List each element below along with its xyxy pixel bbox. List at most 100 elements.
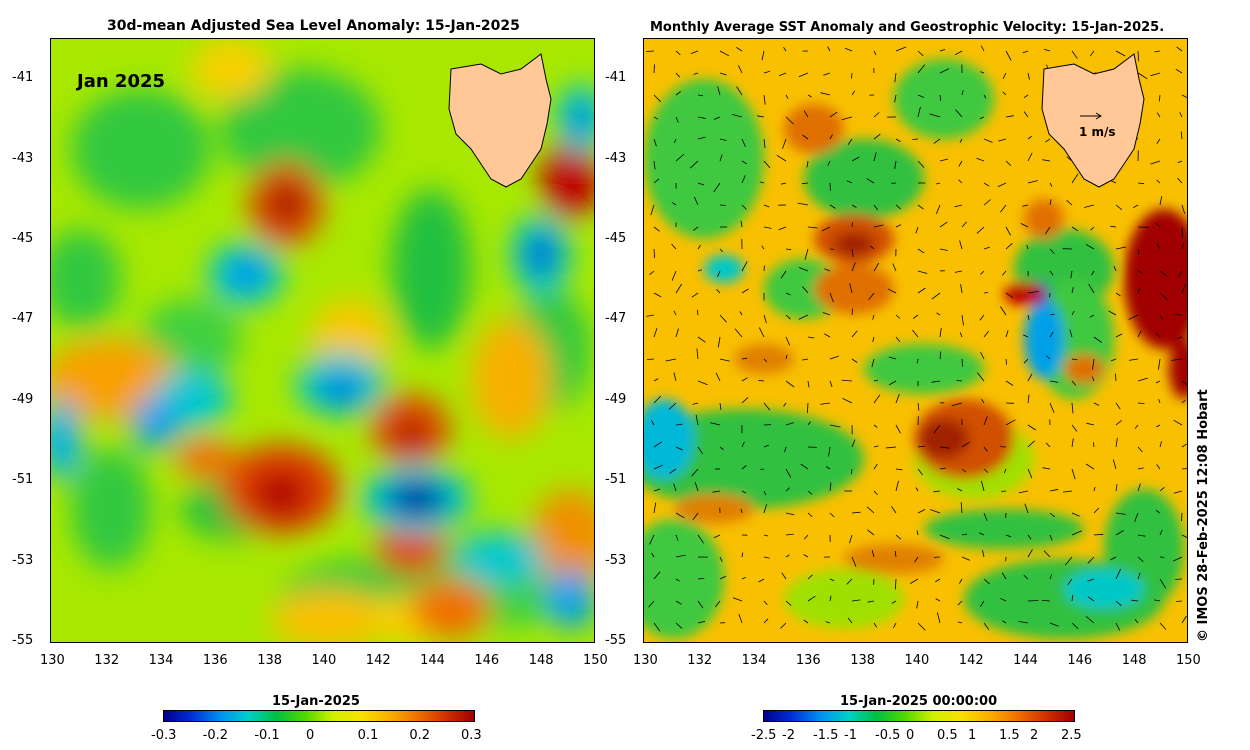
velocity-vector: [895, 224, 902, 228]
velocity-vector: [697, 136, 706, 140]
velocity-vector: [1027, 440, 1035, 448]
velocity-vector: [675, 423, 683, 426]
velocity-vector: [1115, 530, 1124, 536]
velocity-vector: [798, 267, 809, 272]
velocity-vector: [675, 600, 682, 605]
sea-level-colorbar-tick: -0.2: [202, 728, 229, 743]
velocity-vector: [1049, 248, 1055, 254]
velocity-vector: [1071, 530, 1082, 536]
velocity-vector: [1093, 402, 1100, 406]
velocity-vector: [1005, 380, 1014, 386]
velocity-vector: [675, 446, 683, 451]
velocity-vector: [917, 509, 926, 514]
velocity-vector: [798, 72, 809, 78]
velocity-vector: [936, 312, 941, 316]
velocity-vector: [1137, 270, 1143, 274]
velocity-vector: [939, 49, 946, 52]
velocity-vector: [961, 314, 964, 326]
velocity-vector: [894, 94, 897, 103]
sst-colorbar-tick: 0.5: [937, 728, 958, 743]
velocity-vector: [785, 292, 791, 296]
velocity-vector: [1176, 46, 1183, 52]
velocity-vector: [1071, 358, 1078, 361]
velocity-vector: [780, 622, 787, 629]
velocity-vector: [803, 554, 809, 558]
velocity-vector: [983, 416, 988, 426]
velocity-vector: [1159, 270, 1167, 276]
velocity-vector: [1087, 596, 1095, 602]
velocity-vector: [1069, 329, 1073, 338]
velocity-vector: [803, 619, 809, 624]
velocity-vector: [697, 116, 707, 119]
velocity-vector: [785, 116, 794, 125]
right-x-tick: 148: [1121, 653, 1147, 668]
velocity-vector: [872, 336, 875, 343]
sea-level-anomaly-map: Jan 2025: [50, 38, 595, 643]
velocity-vector: [717, 86, 721, 96]
velocity-vector: [915, 487, 919, 492]
velocity-vector: [776, 154, 787, 162]
velocity-vector: [889, 380, 897, 386]
velocity-vector: [1049, 488, 1059, 492]
velocity-vector: [1137, 534, 1146, 537]
velocity-vector: [1027, 152, 1033, 162]
velocity-vector: [1115, 246, 1127, 250]
velocity-vector: [867, 600, 875, 603]
velocity-vector: [741, 204, 747, 210]
velocity-vector: [782, 138, 787, 149]
velocity-vector: [650, 420, 655, 426]
velocity-vector: [1156, 424, 1161, 428]
velocity-vector: [980, 45, 985, 52]
velocity-vector: [717, 270, 721, 277]
right-x-tick: 134: [741, 653, 767, 668]
velocity-vector: [800, 463, 809, 470]
velocity-vector: [691, 468, 699, 477]
velocity-vector: [1159, 578, 1167, 589]
velocity-vector: [763, 204, 770, 208]
velocity-vector: [851, 262, 856, 272]
left-y-tick: -49: [12, 391, 34, 407]
velocity-vector: [1087, 578, 1095, 582]
velocity-vector: [763, 94, 766, 105]
velocity-vector: [935, 204, 941, 215]
velocity-vector: [719, 556, 723, 562]
velocity-vector: [741, 552, 744, 558]
velocity-vector: [1158, 398, 1161, 404]
velocity-vector: [866, 506, 875, 514]
velocity-vector: [844, 47, 853, 52]
velocity-vector: [784, 446, 787, 453]
velocity-vector: [1159, 196, 1163, 206]
velocity-vector: [983, 512, 988, 522]
velocity-vector: [1137, 402, 1145, 404]
velocity-vector: [653, 488, 661, 492]
velocity-vector: [1027, 291, 1039, 294]
velocity-vector: [675, 622, 683, 629]
velocity-vector: [1005, 292, 1014, 299]
left-map-title: 30d-mean Adjusted Sea Level Anomaly: 15-…: [107, 18, 520, 34]
velocity-vector: [1027, 72, 1030, 80]
velocity-vector: [719, 138, 727, 141]
velocity-vector: [785, 380, 795, 388]
velocity-vector: [1115, 204, 1123, 211]
velocity-vector: [1045, 442, 1051, 448]
velocity-vector: [1090, 226, 1095, 231]
velocity-vector: [955, 109, 963, 118]
velocity-vector: [1042, 467, 1051, 470]
velocity-vector: [1181, 534, 1187, 538]
velocity-vector: [653, 502, 657, 514]
velocity-vector: [1128, 358, 1139, 361]
velocity-vector: [1071, 287, 1074, 294]
velocity-vector: [917, 64, 926, 74]
velocity-vector: [958, 160, 963, 167]
velocity-vector: [802, 358, 809, 361]
velocity-vector: [917, 204, 924, 210]
velocity-vector: [1071, 512, 1080, 517]
velocity-vector: [939, 327, 942, 338]
sst-colorbar-tick: 0: [906, 728, 915, 743]
velocity-vector: [692, 402, 699, 405]
velocity-vector: [939, 467, 946, 470]
velocity-vector: [714, 600, 721, 608]
velocity-vector: [895, 204, 902, 210]
sst-anomaly-map: 1 m/s: [643, 38, 1188, 643]
velocity-vector: [1027, 394, 1030, 404]
